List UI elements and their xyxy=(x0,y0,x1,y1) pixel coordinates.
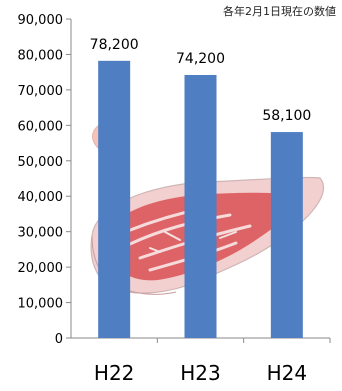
y-tick-label: 30,000 xyxy=(18,226,64,241)
x-tick-label: H22 xyxy=(94,361,135,385)
y-tick-label: 0 xyxy=(55,332,63,347)
chart-note: 各年2月1日現在の数値 xyxy=(223,5,336,18)
y-tick-label: 80,000 xyxy=(18,48,64,63)
bar xyxy=(270,132,303,338)
y-tick-label: 20,000 xyxy=(18,261,64,276)
x-tick-label: H24 xyxy=(267,361,308,385)
data-label: 74,200 xyxy=(176,51,225,67)
x-tick-label: H23 xyxy=(180,361,221,385)
bars xyxy=(98,60,303,339)
y-tick-label: 10,000 xyxy=(18,297,64,312)
bar xyxy=(184,75,217,338)
y-tick-label: 60,000 xyxy=(18,119,64,134)
y-tick-label: 90,000 xyxy=(18,13,64,28)
data-label: 58,100 xyxy=(262,108,311,124)
y-tick-label: 40,000 xyxy=(18,190,64,205)
y-tick-label: 70,000 xyxy=(18,84,64,99)
labels: 0 10,000 20,000 30,000 40,000 50,000 60,000 70,… xyxy=(18,13,312,385)
bar xyxy=(98,60,131,339)
y-tick-label: 50,000 xyxy=(18,155,64,170)
data-label: 78,200 xyxy=(90,37,139,53)
